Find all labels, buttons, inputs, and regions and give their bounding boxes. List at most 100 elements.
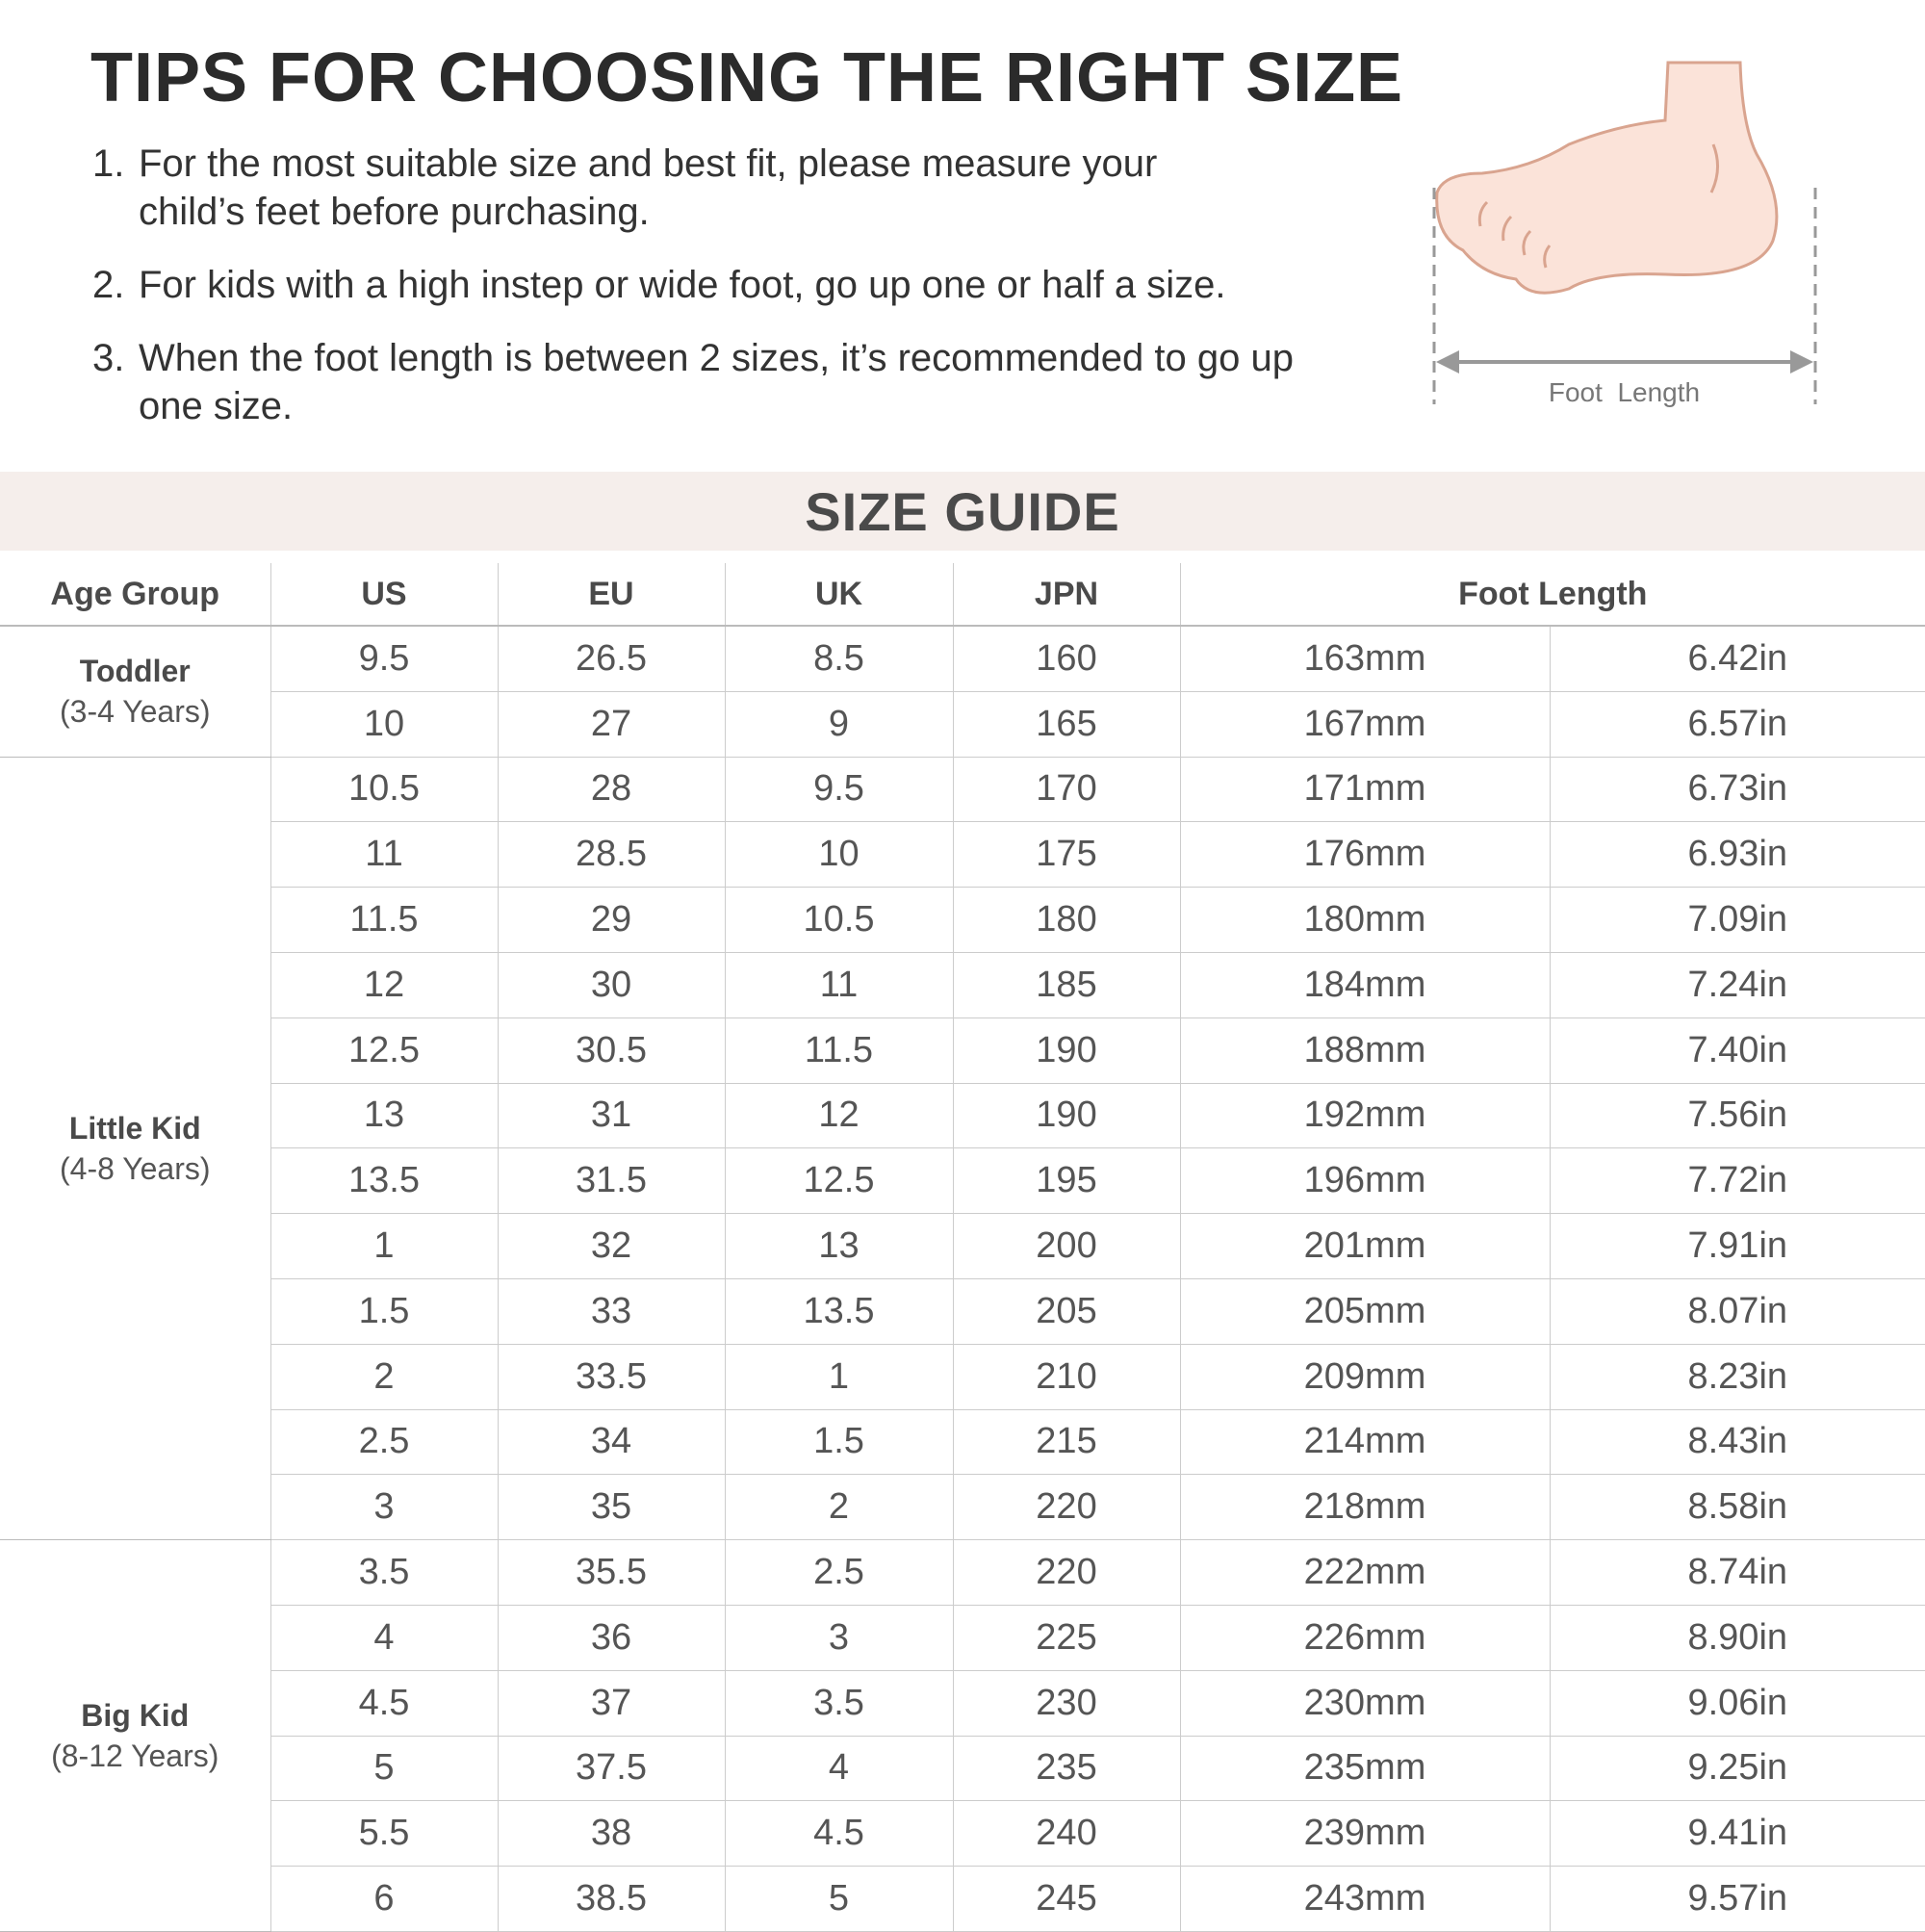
cell-foot-length-in: 7.09in xyxy=(1549,887,1925,953)
cell-jpn: 190 xyxy=(952,1083,1180,1149)
cell-foot-length-mm: 180mm xyxy=(1179,887,1550,953)
cell-foot-length-mm: 176mm xyxy=(1179,821,1550,889)
cell-eu: 27 xyxy=(497,691,725,758)
cell-eu: 28 xyxy=(497,757,725,823)
table-row: 13.5 31.5 12.5 195 196mm 7.72in xyxy=(0,1147,1925,1215)
table-row: 4 36 3 225 226mm 8.90in xyxy=(0,1605,1925,1671)
cell-uk: 3 xyxy=(724,1605,953,1671)
cell-foot-length-in: 8.74in xyxy=(1549,1539,1925,1606)
cell-foot-length-mm: 209mm xyxy=(1179,1344,1550,1410)
cell-foot-length-mm: 167mm xyxy=(1179,691,1550,758)
cell-uk: 13.5 xyxy=(724,1278,953,1345)
cell-foot-length-mm: 171mm xyxy=(1179,757,1550,823)
tip-number: 1. xyxy=(92,142,125,185)
table-row: 6 38.5 5 245 243mm 9.57in xyxy=(0,1866,1925,1932)
age-group-name: Big Kid xyxy=(81,1698,190,1734)
cell-uk: 13 xyxy=(724,1213,953,1279)
cell-foot-length-in: 8.90in xyxy=(1549,1605,1925,1671)
cell-jpn: 160 xyxy=(952,626,1180,692)
cell-uk: 5 xyxy=(724,1866,953,1932)
cell-foot-length-mm: 243mm xyxy=(1179,1866,1550,1932)
foot-length-label: Foot Length xyxy=(1548,377,1701,407)
cell-foot-length-in: 6.73in xyxy=(1549,757,1925,823)
cell-foot-length-in: 9.41in xyxy=(1549,1800,1925,1868)
table-row: 2 33.5 1 210 209mm 8.23in xyxy=(0,1344,1925,1410)
cell-us: 3.5 xyxy=(270,1539,498,1606)
cell-us: 4.5 xyxy=(270,1670,498,1737)
cell-us: 10.5 xyxy=(270,757,498,823)
age-group-range: (3-4 Years) xyxy=(59,694,211,730)
cell-jpn: 235 xyxy=(952,1736,1180,1802)
cell-eu: 34 xyxy=(497,1409,725,1476)
cell-foot-length-mm: 235mm xyxy=(1179,1736,1550,1802)
header-us: US xyxy=(270,563,498,627)
tips-list: 1. For the most suitable size and best fi… xyxy=(92,140,1305,455)
cell-eu: 37.5 xyxy=(497,1736,725,1802)
foot-icon xyxy=(1435,61,1779,295)
cell-eu: 36 xyxy=(497,1605,725,1671)
age-group-name: Little Kid xyxy=(68,1110,201,1146)
cell-jpn: 190 xyxy=(952,1018,1180,1084)
table-row: 10 27 9 165 167mm 6.57in xyxy=(0,691,1925,758)
table-row: 5.5 38 4.5 240 239mm 9.41in xyxy=(0,1800,1925,1868)
cell-foot-length-mm: 239mm xyxy=(1179,1800,1550,1868)
cell-jpn: 195 xyxy=(952,1147,1180,1215)
cell-uk: 4 xyxy=(724,1736,953,1802)
cell-eu: 31.5 xyxy=(497,1147,725,1215)
cell-eu: 35.5 xyxy=(497,1539,725,1606)
size-chart-table: Age Group US EU UK JPN Foot Length Toddl… xyxy=(0,563,1925,1932)
table-row: 13 31 12 190 192mm 7.56in xyxy=(0,1083,1925,1149)
cell-uk: 1 xyxy=(724,1344,953,1410)
tip-text: For the most suitable size and best fit,… xyxy=(139,142,1158,233)
cell-jpn: 220 xyxy=(952,1539,1180,1606)
cell-jpn: 180 xyxy=(952,887,1180,953)
tip-number: 3. xyxy=(92,337,125,379)
cell-uk: 8.5 xyxy=(724,626,953,692)
age-group-cell: Little Kid (4-8 Years) xyxy=(0,757,270,1541)
cell-foot-length-in: 9.06in xyxy=(1549,1670,1925,1737)
cell-foot-length-mm: 196mm xyxy=(1179,1147,1550,1215)
foot-length-illustration xyxy=(1432,61,1817,404)
tip-number: 2. xyxy=(92,264,125,306)
cell-us: 5.5 xyxy=(270,1800,498,1868)
cell-foot-length-in: 9.25in xyxy=(1549,1736,1925,1802)
cell-foot-length-mm: 226mm xyxy=(1179,1605,1550,1671)
cell-uk: 12.5 xyxy=(724,1147,953,1215)
tip-text: For kids with a high instep or wide foot… xyxy=(139,264,1226,306)
cell-jpn: 240 xyxy=(952,1800,1180,1868)
header-foot-length: Foot Length xyxy=(1179,563,1925,627)
cell-eu: 26.5 xyxy=(497,626,725,692)
table-row: Toddler (3-4 Years) 9.5 26.5 8.5 160 163mm 6.42… xyxy=(0,626,1925,758)
size-guide-banner: SIZE GUIDE xyxy=(0,472,1925,551)
cell-foot-length-mm: 201mm xyxy=(1179,1213,1550,1279)
cell-jpn: 200 xyxy=(952,1213,1180,1279)
cell-jpn: 220 xyxy=(952,1474,1180,1541)
cell-us: 11 xyxy=(270,821,498,889)
table-row: 4.5 37 3.5 230 230mm 9.06in xyxy=(0,1670,1925,1737)
header-age-group: Age Group xyxy=(0,563,270,627)
cell-foot-length-mm: 163mm xyxy=(1179,626,1550,692)
tip-item: 2. For kids with a high instep or wide fo… xyxy=(92,261,1305,309)
cell-jpn: 225 xyxy=(952,1605,1180,1671)
table-header-row: Age Group US EU UK JPN Foot Length xyxy=(0,563,1925,627)
cell-us: 10 xyxy=(270,691,498,758)
cell-eu: 30.5 xyxy=(497,1018,725,1084)
cell-eu: 33.5 xyxy=(497,1344,725,1410)
cell-us: 5 xyxy=(270,1736,498,1802)
cell-us: 6 xyxy=(270,1866,498,1932)
age-group-cell: Toddler (3-4 Years) xyxy=(0,626,270,758)
cell-foot-length-mm: 230mm xyxy=(1179,1670,1550,1737)
page-title: TIPS FOR CHOOSING THE RIGHT SIZE xyxy=(90,39,1404,116)
cell-foot-length-mm: 184mm xyxy=(1179,952,1550,1018)
cell-foot-length-in: 7.24in xyxy=(1549,952,1925,1018)
cell-foot-length-mm: 214mm xyxy=(1179,1409,1550,1476)
table-row: 3 35 2 220 218mm 8.58in xyxy=(0,1474,1925,1541)
header-jpn: JPN xyxy=(952,563,1180,627)
tip-item: 1. For the most suitable size and best fi… xyxy=(92,140,1305,236)
cell-uk: 2.5 xyxy=(724,1539,953,1606)
cell-foot-length-mm: 205mm xyxy=(1179,1278,1550,1345)
cell-foot-length-in: 6.42in xyxy=(1549,626,1925,692)
tip-text: When the foot length is between 2 sizes,… xyxy=(139,337,1294,427)
age-group-name: Toddler xyxy=(79,654,191,689)
cell-foot-length-in: 7.91in xyxy=(1549,1213,1925,1279)
